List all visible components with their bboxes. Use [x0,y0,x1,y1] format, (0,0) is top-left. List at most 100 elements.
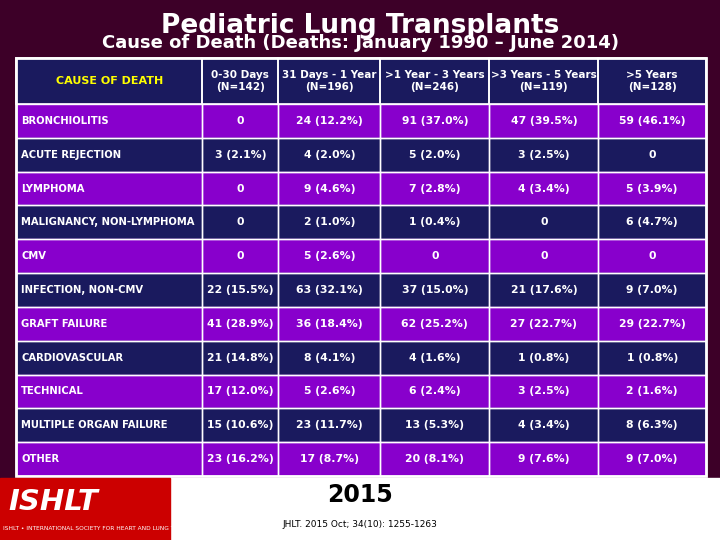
Bar [278,408,380,442]
Bar [278,58,380,104]
Bar [202,138,278,172]
Bar [490,239,598,273]
Text: 91 (37.0%): 91 (37.0%) [402,116,468,126]
Bar [380,307,490,341]
Text: 20 (8.1%): 20 (8.1%) [405,454,464,464]
Bar [202,239,278,273]
Text: 9 (7.0%): 9 (7.0%) [626,285,678,295]
Bar [490,375,598,408]
Text: CARDIOVASCULAR: CARDIOVASCULAR [21,353,123,363]
Bar [278,307,380,341]
Bar [380,239,490,273]
Bar [202,138,278,172]
Bar [598,205,706,239]
Bar [490,341,598,375]
Bar [16,205,202,239]
Text: OTHER: OTHER [21,454,59,464]
Text: 36 (18.4%): 36 (18.4%) [296,319,363,329]
Bar [202,239,278,273]
Bar [598,442,706,476]
Bar [598,138,706,172]
Bar [278,138,380,172]
Text: 1 (0.8%): 1 (0.8%) [626,353,678,363]
Bar [380,58,490,104]
Bar [202,442,278,476]
Bar [490,307,598,341]
Text: 24 (12.2%): 24 (12.2%) [296,116,363,126]
Bar [202,408,278,442]
Bar [202,172,278,205]
Text: ISHLT • INTERNATIONAL SOCIETY FOR HEART AND LUNG TRANSPLANTATION: ISHLT • INTERNATIONAL SOCIETY FOR HEART … [3,526,227,531]
Bar [380,172,490,205]
Bar [490,205,598,239]
Bar [16,341,202,375]
Bar [598,273,706,307]
Bar [202,58,278,104]
Bar [598,104,706,138]
Text: >3 Years - 5 Years
(N=119): >3 Years - 5 Years (N=119) [491,70,597,92]
Bar [380,172,490,205]
Bar [380,138,490,172]
Text: 5 (2.0%): 5 (2.0%) [409,150,461,160]
Bar [490,138,598,172]
Bar [598,307,706,341]
Text: 0: 0 [431,251,438,261]
Bar [202,375,278,408]
Bar [16,442,202,476]
Bar [380,442,490,476]
Bar [490,58,598,104]
Text: 4 (3.4%): 4 (3.4%) [518,420,570,430]
Bar [598,375,706,408]
Bar [598,442,706,476]
Text: CMV: CMV [21,251,46,261]
Bar [16,273,202,307]
Text: 7 (2.8%): 7 (2.8%) [409,184,461,193]
Bar [16,408,202,442]
Text: 5 (2.6%): 5 (2.6%) [304,251,355,261]
Bar [16,58,706,104]
Text: 8 (6.3%): 8 (6.3%) [626,420,678,430]
Text: 4 (3.4%): 4 (3.4%) [518,184,570,193]
Bar [598,58,706,104]
Bar [278,375,380,408]
Bar [16,138,202,172]
Bar [598,205,706,239]
Bar [490,408,598,442]
Bar [380,104,490,138]
Text: 22 (15.5%): 22 (15.5%) [207,285,274,295]
Text: 17 (8.7%): 17 (8.7%) [300,454,359,464]
Text: CAUSE OF DEATH: CAUSE OF DEATH [55,76,163,86]
Bar [278,375,380,408]
Text: 21 (17.6%): 21 (17.6%) [510,285,577,295]
Bar [598,239,706,273]
Bar [278,341,380,375]
Text: INFECTION, NON-CMV: INFECTION, NON-CMV [21,285,143,295]
Bar [202,172,278,205]
Bar [16,172,202,205]
Text: Cause of Death (Deaths: January 1990 – June 2014): Cause of Death (Deaths: January 1990 – J… [102,34,618,52]
Bar [278,442,380,476]
Text: MALIGNANCY, NON-LYMPHOMA: MALIGNANCY, NON-LYMPHOMA [21,218,194,227]
Text: 9 (7.6%): 9 (7.6%) [518,454,570,464]
Text: 0: 0 [540,218,548,227]
Bar [490,239,598,273]
Text: 3 (2.1%): 3 (2.1%) [215,150,266,160]
Bar [278,205,380,239]
Bar [16,375,202,408]
Text: 0: 0 [649,150,656,160]
Bar [16,104,202,138]
Text: 62 (25.2%): 62 (25.2%) [402,319,468,329]
Text: 17 (12.0%): 17 (12.0%) [207,387,274,396]
Bar [16,307,202,341]
Text: 1 (0.4%): 1 (0.4%) [409,218,461,227]
Bar [380,442,490,476]
Bar [490,442,598,476]
Bar [598,307,706,341]
Bar [202,341,278,375]
Text: >1 Year - 3 Years
(N=246): >1 Year - 3 Years (N=246) [385,70,485,92]
Text: 31 Days - 1 Year
(N=196): 31 Days - 1 Year (N=196) [282,70,377,92]
Text: 47 (39.5%): 47 (39.5%) [510,116,577,126]
Text: 3 (2.5%): 3 (2.5%) [518,150,570,160]
Bar [380,138,490,172]
Text: TECHNICAL: TECHNICAL [21,387,84,396]
